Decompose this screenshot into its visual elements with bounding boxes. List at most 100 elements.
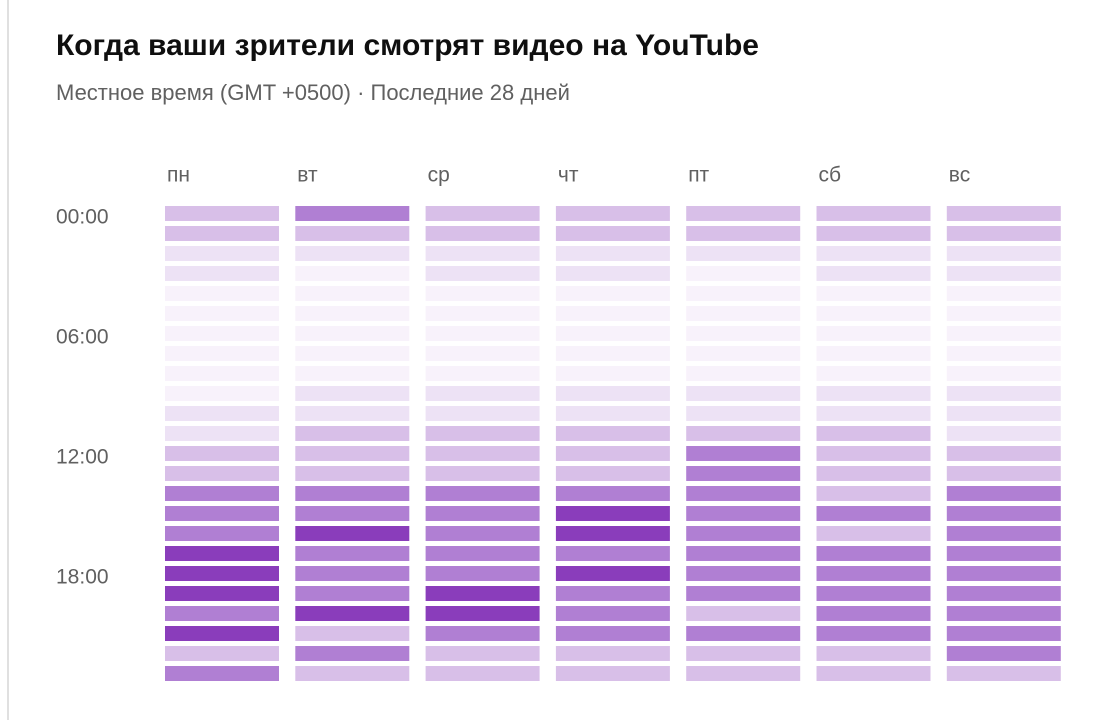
heat-cell (816, 626, 931, 641)
heat-cell (946, 226, 1061, 241)
heat-cell (816, 206, 931, 221)
heat-cell (816, 266, 931, 281)
heat-cell (946, 626, 1061, 641)
heat-cell (816, 606, 931, 621)
heat-cell (816, 666, 931, 681)
heat-cell (946, 546, 1061, 561)
heat-cell (555, 626, 670, 641)
heat-cell (686, 646, 801, 661)
heat-cell (686, 566, 801, 581)
heat-cell (165, 366, 279, 381)
heat-cell (816, 406, 931, 421)
heat-cell (425, 386, 540, 401)
heat-cell (816, 346, 931, 361)
heat-cell (425, 666, 540, 681)
heat-cell (165, 526, 279, 541)
heat-cell (425, 566, 540, 581)
heat-cell (425, 246, 540, 261)
heat-cell (555, 426, 670, 441)
heat-cell (295, 266, 410, 281)
heat-cell (686, 666, 801, 681)
heat-cell (165, 386, 279, 401)
heat-cell (555, 226, 670, 241)
heat-cell (555, 306, 670, 321)
heat-cell (295, 646, 410, 661)
heat-cell (816, 386, 931, 401)
hour-label: 12:00 (56, 446, 109, 469)
heat-cell (295, 466, 410, 481)
heat-cell (165, 406, 279, 421)
heat-cell (816, 646, 931, 661)
heat-cell (425, 526, 540, 541)
heat-cell (686, 246, 801, 261)
heat-cell (686, 606, 801, 621)
heat-cell (165, 306, 279, 321)
heat-cell (295, 506, 410, 521)
heat-cell (295, 626, 410, 641)
heat-cell (165, 426, 279, 441)
heat-cell (425, 446, 540, 461)
heat-cell (686, 226, 801, 241)
heat-cell (946, 306, 1061, 321)
heat-cell (816, 446, 931, 461)
day-label: ср (428, 164, 450, 187)
heat-cell (295, 326, 410, 341)
heat-cell (165, 326, 279, 341)
heat-cell (295, 346, 410, 361)
heat-cell (555, 246, 670, 261)
heat-cell (946, 426, 1061, 441)
heat-cell (425, 346, 540, 361)
heat-cell (295, 366, 410, 381)
heat-cell (555, 486, 670, 501)
heat-cell (165, 446, 279, 461)
heat-cell (295, 426, 410, 441)
heat-cell (165, 206, 279, 221)
heat-cell (295, 566, 410, 581)
heat-cell (686, 206, 801, 221)
heat-cell (425, 206, 540, 221)
heat-cell (686, 526, 801, 541)
heat-cell (425, 506, 540, 521)
heat-cell (816, 526, 931, 541)
heat-cell (555, 466, 670, 481)
heat-cell (816, 326, 931, 341)
heat-cell (165, 646, 279, 661)
heat-cell (946, 326, 1061, 341)
heat-cell (295, 206, 410, 221)
heat-cell (295, 446, 410, 461)
heat-cell (165, 266, 279, 281)
hour-label: 00:00 (56, 206, 109, 229)
heat-cell (555, 666, 670, 681)
heat-cell (295, 246, 410, 261)
heat-cell (946, 666, 1061, 681)
heat-cell (295, 546, 410, 561)
heat-cell (295, 406, 410, 421)
heat-cell (555, 366, 670, 381)
heat-cell (425, 486, 540, 501)
hour-label: 06:00 (56, 326, 109, 349)
heat-cell (555, 286, 670, 301)
heat-cell (946, 506, 1061, 521)
heat-cell (425, 426, 540, 441)
heat-cell (946, 446, 1061, 461)
heat-cell (686, 266, 801, 281)
heat-cell (946, 466, 1061, 481)
heat-cell (165, 466, 279, 481)
heat-cell (555, 266, 670, 281)
hour-label: 18:00 (56, 566, 109, 589)
heat-cell (816, 586, 931, 601)
heat-cell (425, 406, 540, 421)
heat-cell (816, 306, 931, 321)
heat-cell (555, 586, 670, 601)
heat-cell (555, 206, 670, 221)
day-label: пт (688, 164, 709, 187)
heat-cell (425, 546, 540, 561)
heat-cell (816, 566, 931, 581)
heat-cell (816, 366, 931, 381)
heat-cell (686, 506, 801, 521)
heat-cell (816, 466, 931, 481)
heat-cell (555, 646, 670, 661)
heat-cell (816, 546, 931, 561)
heat-cell (686, 466, 801, 481)
